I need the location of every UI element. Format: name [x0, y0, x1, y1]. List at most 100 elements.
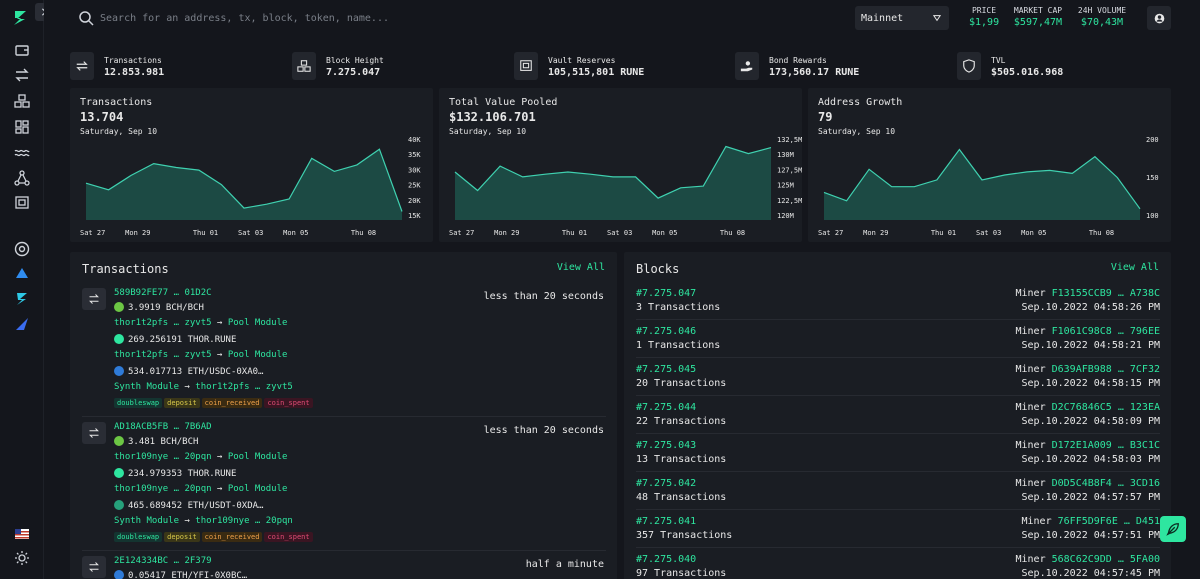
dashboard-icon[interactable] — [12, 117, 32, 137]
x-tick-label: Mon 29 — [125, 229, 150, 237]
chart-total-value-pooled: 132,5M 130M 127,5M 125M 122,5M 120M Sat 27 Mon … — [439, 88, 802, 242]
block-row[interactable]: #7.275.045 20 Transactions Miner D639AFB98… — [636, 358, 1160, 396]
coin-icon — [114, 302, 124, 312]
route-from-link[interactable]: thor1t2pfs … zyvt5 — [114, 350, 212, 360]
transaction-route: thor1t2pfs … zyvt5 → Pool Module — [114, 350, 287, 360]
miner-address-link[interactable]: D639AFB988 … 7CF32 — [1051, 364, 1160, 375]
route-from-link[interactable]: Synth Module — [114, 382, 180, 392]
miner-address-link[interactable]: D172E1A009 … B3C1C — [1051, 440, 1160, 451]
network-icon[interactable] — [12, 168, 32, 188]
price-stat: PRICE $1,99 — [969, 6, 999, 28]
coin-icon — [114, 366, 124, 376]
route-from-link[interactable]: thor1t2pfs … zyvt5 — [114, 318, 212, 328]
transaction-hash-link[interactable]: 589B92FE77 … 01D2C — [114, 288, 212, 298]
x-tick-label: Mon 29 — [494, 229, 519, 237]
chart-svg: 132,5M 130M 127,5M 125M 122,5M 120M Sat 27 Mon … — [449, 136, 802, 237]
at-sign-icon[interactable] — [12, 239, 32, 259]
block-miner: Miner 76FF5D9F6E … D451 — [1022, 516, 1161, 527]
theme-toggle-icon[interactable] — [12, 548, 32, 568]
block-miner: Miner F13155CCB9 … A738C — [1015, 288, 1160, 299]
transaction-hash-link[interactable]: AD18ACB5FB … 7B6AD — [114, 422, 212, 432]
miner-label: Miner — [1015, 554, 1046, 565]
arrow-right-icon: → — [184, 516, 190, 526]
app-link-3-icon[interactable] — [12, 314, 32, 334]
block-row[interactable]: #7.275.043 13 Transactions Miner D172E1A00… — [636, 434, 1160, 472]
thorchain-logo-icon[interactable] — [10, 8, 30, 28]
route-to-link[interactable]: Pool Module — [227, 318, 288, 328]
route-to-link[interactable]: thor109nye … 20pqn — [195, 516, 293, 526]
app-link-2-icon[interactable] — [12, 289, 32, 309]
transaction-amount: 3.9919 BCH/BCH — [114, 302, 204, 313]
stat-bond-rewards: Bond Rewards 173,560.17 RUNE — [735, 52, 935, 82]
x-tick-label: Thu 08 — [1089, 229, 1114, 237]
amount-text: 3.481 BCH/BCH — [128, 437, 199, 447]
miner-address-link[interactable]: 568C62C9DD … 5FA00 — [1051, 554, 1160, 565]
transfer-icon[interactable] — [12, 65, 32, 85]
block-number-link[interactable]: #7.275.045 — [636, 364, 697, 375]
app-link-1-icon[interactable] — [12, 263, 32, 283]
block-row[interactable]: #7.275.047 3 Transactions Miner F13155CCB9… — [636, 282, 1160, 320]
miner-label: Miner — [1021, 516, 1052, 527]
route-from-link[interactable]: thor109nye … 20pqn — [114, 452, 212, 462]
chart-transactions: 40K 35K 30K 25K 20K 15K Sat 27 Mon 29 Thu 01 Sat … — [70, 88, 433, 242]
block-row[interactable]: #7.275.042 48 Transactions Miner D0D5C4B8F… — [636, 472, 1160, 510]
feedback-button[interactable] — [1160, 516, 1186, 542]
amount-text: 534.017713 ETH/USDC-0XA0… — [128, 367, 264, 377]
block-row[interactable]: #7.275.041 357 Transactions Miner 76FF5D9F… — [636, 510, 1160, 548]
transactions-panel: Transactions View All 589B92FE77 … 01D2C… — [70, 252, 617, 579]
block-number-link[interactable]: #7.275.044 — [636, 402, 697, 413]
y-tick-label: 20K — [408, 197, 421, 205]
route-from-link[interactable]: Synth Module — [114, 516, 180, 526]
block-number-link[interactable]: #7.275.046 — [636, 326, 697, 337]
miner-address-link[interactable]: F1061C98C8 … 796EE — [1051, 326, 1160, 337]
x-tick-label: Mon 29 — [863, 229, 888, 237]
block-number-link[interactable]: #7.275.042 — [636, 478, 697, 489]
block-row[interactable]: #7.275.040 97 Transactions Miner 568C62C9D… — [636, 548, 1160, 579]
us-flag-icon[interactable] — [12, 524, 32, 544]
price-label: PRICE — [971, 6, 997, 15]
block-row[interactable]: #7.275.046 1 Transactions Miner F1061C98C8… — [636, 320, 1160, 358]
chart-title: Transactions — [80, 97, 153, 108]
coin-icon — [114, 436, 124, 446]
hand-coin-icon — [735, 52, 759, 80]
x-tick-label: Sat 27 — [449, 229, 474, 237]
pools-icon[interactable] — [12, 143, 32, 163]
view-all-blocks-link[interactable]: View All — [1110, 262, 1159, 273]
route-to-link[interactable]: Pool Module — [227, 484, 288, 494]
miner-address-link[interactable]: F13155CCB9 … A738C — [1051, 288, 1160, 299]
chart-svg: 200 150 100 Sat 27 Mon 29 Thu 01 Sat 03 Mon 05 T… — [818, 136, 1159, 237]
search-input[interactable] — [100, 8, 800, 28]
view-all-transactions-link[interactable]: View All — [556, 262, 605, 273]
x-tick-label: Mon 05 — [1021, 229, 1046, 237]
swap-icon — [82, 422, 106, 444]
miner-address-link[interactable]: D0D5C4B8F4 … 3CD16 — [1051, 478, 1160, 489]
vault-icon[interactable] — [12, 193, 32, 213]
y-tick-label: 30K — [408, 166, 421, 174]
transaction-hash-link[interactable]: 2E124334BC … 2F379 — [114, 556, 212, 566]
route-to-link[interactable]: thor1t2pfs … zyvt5 — [195, 382, 293, 392]
miner-address-link[interactable]: 76FF5D9F6E … D451 — [1057, 516, 1160, 527]
block-number-link[interactable]: #7.275.040 — [636, 554, 697, 565]
stat-block-height: Block Height 7.275.047 — [292, 52, 492, 82]
event-tag: doubleswap — [114, 398, 163, 408]
x-tick-label: Sat 03 — [607, 229, 632, 237]
stat-tvl: TVL $505.016.968 — [957, 52, 1157, 82]
block-number-link[interactable]: #7.275.041 — [636, 516, 697, 527]
route-to-link[interactable]: Pool Module — [227, 350, 288, 360]
x-tick-label: Thu 08 — [720, 229, 745, 237]
block-row[interactable]: #7.275.044 22 Transactions Miner D2C76846C… — [636, 396, 1160, 434]
block-tx-count: 357 Transactions — [636, 530, 733, 541]
y-tick-label: 125M — [777, 182, 794, 190]
user-menu-button[interactable] — [1147, 6, 1171, 30]
wallet-icon[interactable] — [12, 40, 32, 60]
stat-vault-reserves: Vault Reserves 105,515,801 RUNE — [514, 52, 714, 82]
block-number-link[interactable]: #7.275.043 — [636, 440, 697, 451]
route-to-link[interactable]: Pool Module — [227, 452, 288, 462]
miner-address-link[interactable]: D2C76846C5 … 123EA — [1051, 402, 1160, 413]
event-tag: coin_received — [201, 398, 263, 408]
route-from-link[interactable]: thor109nye … 20pqn — [114, 484, 212, 494]
block-number-link[interactable]: #7.275.047 — [636, 288, 697, 299]
network-select[interactable]: Mainnet — [855, 6, 949, 30]
blocks-icon[interactable] — [12, 91, 32, 111]
block-miner: Miner D2C76846C5 … 123EA — [1015, 402, 1160, 413]
